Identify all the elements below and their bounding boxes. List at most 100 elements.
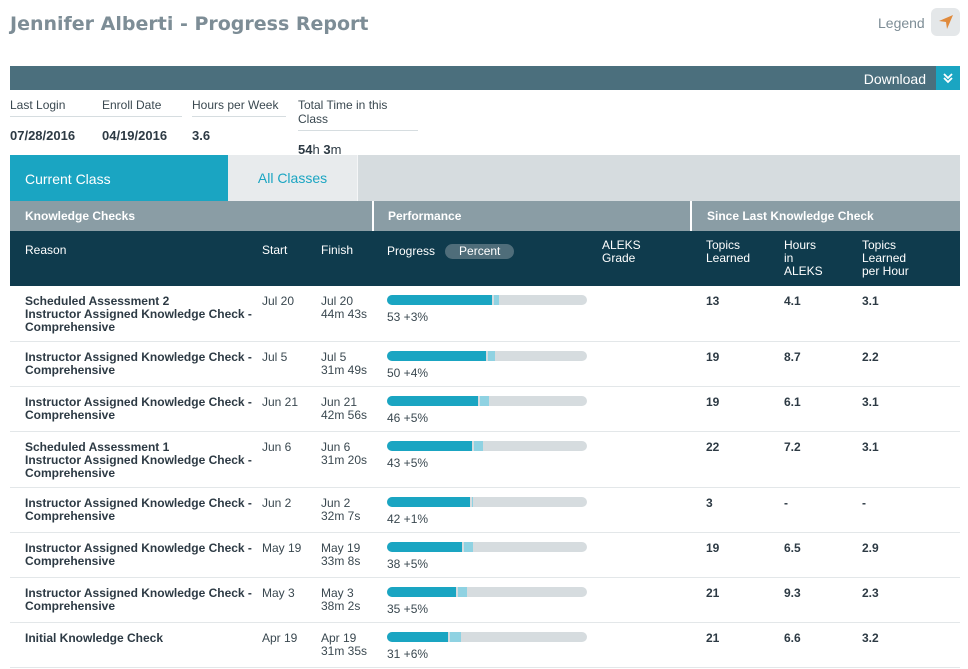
row-reason: Instructor Assigned Knowledge Check - Co… bbox=[25, 350, 252, 377]
progress-percent: 38 +5% bbox=[387, 557, 429, 571]
row-finish-date: Jun 6 bbox=[321, 440, 351, 454]
enroll-date-value: 04/19/2016 bbox=[102, 128, 168, 143]
group-performance: Performance bbox=[388, 209, 462, 223]
row-reason: Instructor Assigned Knowledge Check - Co… bbox=[25, 395, 252, 422]
row-finish-time: 42m 56s bbox=[321, 408, 368, 422]
progress-bar bbox=[387, 542, 587, 552]
download-button[interactable] bbox=[936, 66, 960, 90]
row-reason: Scheduled Assessment 2 Instructor Assign… bbox=[25, 294, 252, 334]
row-topics-learned: 3 bbox=[706, 496, 713, 510]
row-finish-time: 33m 8s bbox=[321, 554, 361, 568]
row-topics-learned: 19 bbox=[706, 395, 720, 409]
col-hours-in-aleks[interactable]: Hours in ALEKS bbox=[784, 238, 823, 278]
group-since-last-check: Since Last Knowledge Check bbox=[707, 209, 874, 223]
row-start: Jun 6 bbox=[262, 440, 292, 454]
progress-bar-gain bbox=[474, 441, 483, 451]
last-login-label: Last Login bbox=[10, 98, 110, 117]
row-finish-time: 31m 49s bbox=[321, 363, 368, 377]
row-topics-learned: 19 bbox=[706, 350, 720, 364]
row-finish-date: Apr 19 bbox=[321, 631, 357, 645]
col-topics-learned[interactable]: Topics Learned bbox=[706, 238, 751, 265]
progress-bar-gain bbox=[464, 542, 473, 552]
stat-total-time: Total Time in this Class 54h 3m bbox=[298, 98, 418, 157]
row-start: Jul 20 bbox=[262, 294, 295, 308]
col-reason[interactable]: Reason bbox=[25, 243, 67, 257]
last-login-value: 07/28/2016 bbox=[10, 128, 76, 143]
progress-bar-base bbox=[387, 632, 448, 642]
table-row[interactable]: Instructor Assigned Knowledge Check - Co… bbox=[10, 488, 960, 533]
progress-bar bbox=[387, 396, 587, 406]
col-progress: Progress Percent bbox=[387, 244, 515, 259]
progress-bar bbox=[387, 632, 587, 642]
row-finish-date: Jun 2 bbox=[321, 496, 351, 510]
row-hours-in-aleks: 6.6 bbox=[784, 631, 801, 645]
row-hours-in-aleks: 6.5 bbox=[784, 541, 801, 555]
table-row[interactable]: Instructor Assigned Knowledge Check - Co… bbox=[10, 578, 960, 623]
row-topics-per-hour: - bbox=[862, 496, 866, 510]
progress-bar-gain bbox=[472, 497, 473, 507]
progress-percent: 42 +1% bbox=[387, 512, 429, 526]
tab-current-class[interactable]: Current Class bbox=[10, 155, 228, 201]
double-chevron-down-icon bbox=[943, 73, 953, 84]
row-finish-time: 32m 7s bbox=[321, 509, 361, 523]
col-finish[interactable]: Finish bbox=[321, 243, 354, 257]
progress-bar-base bbox=[387, 396, 478, 406]
table-row[interactable]: Instructor Assigned Knowledge Check - Co… bbox=[10, 342, 960, 387]
row-finish-date: Jun 21 bbox=[321, 395, 358, 409]
progress-percent: 31 +6% bbox=[387, 647, 429, 661]
row-finish-time: 38m 2s bbox=[321, 599, 361, 613]
hours-per-week-label: Hours per Week bbox=[192, 98, 286, 117]
table-row[interactable]: Instructor Assigned Knowledge Check - Co… bbox=[10, 533, 960, 578]
row-reason: Scheduled Assessment 1 Instructor Assign… bbox=[25, 440, 252, 480]
total-time-value: 54h 3m bbox=[298, 142, 342, 157]
table-row[interactable]: Instructor Assigned Knowledge Check - Co… bbox=[10, 387, 960, 432]
row-reason: Initial Knowledge Check bbox=[25, 631, 164, 645]
row-finish-time: 31m 20s bbox=[321, 453, 368, 467]
legend-button[interactable] bbox=[931, 8, 960, 36]
row-hours-in-aleks: 9.3 bbox=[784, 586, 801, 600]
row-start: Jun 2 bbox=[262, 496, 292, 510]
row-finish-date: Jul 20 bbox=[321, 294, 354, 308]
row-topics-learned: 19 bbox=[706, 541, 720, 555]
row-reason: Instructor Assigned Knowledge Check - Co… bbox=[25, 496, 252, 523]
table-row[interactable]: Initial Knowledge Check Apr 19 Apr 19 31m 3… bbox=[10, 623, 960, 668]
row-start: May 19 bbox=[262, 541, 302, 555]
progress-bar-base bbox=[387, 351, 486, 361]
group-divider bbox=[372, 201, 374, 231]
legend-label[interactable]: Legend bbox=[878, 15, 925, 31]
enroll-date-label: Enroll Date bbox=[102, 98, 182, 117]
progress-percent: 46 +5% bbox=[387, 411, 429, 425]
group-knowledge-checks: Knowledge Checks bbox=[25, 209, 136, 223]
col-topics-per-hour[interactable]: Topics Learned per Hour bbox=[862, 238, 909, 278]
row-finish-date: May 19 bbox=[321, 541, 361, 555]
row-topics-learned: 21 bbox=[706, 631, 720, 645]
progress-bar bbox=[387, 497, 587, 507]
progress-bar-gain bbox=[458, 587, 467, 597]
download-label[interactable]: Download bbox=[863, 71, 926, 87]
row-reason: Instructor Assigned Knowledge Check - Co… bbox=[25, 541, 252, 568]
row-topics-learned: 21 bbox=[706, 586, 720, 600]
table-row[interactable]: Scheduled Assessment 2 Instructor Assign… bbox=[10, 286, 960, 342]
row-finish-date: May 3 bbox=[321, 586, 354, 600]
row-finish-time: 44m 43s bbox=[321, 307, 368, 321]
stat-last-login: Last Login 07/28/2016 bbox=[10, 98, 110, 143]
row-topics-learned: 22 bbox=[706, 440, 720, 454]
progress-bar bbox=[387, 295, 587, 305]
total-time-label: Total Time in this Class bbox=[298, 98, 418, 131]
stat-enroll-date: Enroll Date 04/19/2016 bbox=[102, 98, 182, 143]
row-topics-per-hour: 2.2 bbox=[862, 350, 879, 364]
column-group-header: Knowledge Checks Performance Since Last … bbox=[10, 201, 960, 231]
col-aleks-grade[interactable]: ALEKS Grade bbox=[602, 238, 641, 265]
row-topics-per-hour: 2.3 bbox=[862, 586, 879, 600]
download-bar: Download bbox=[10, 66, 960, 90]
table-row[interactable]: Scheduled Assessment 1 Instructor Assign… bbox=[10, 432, 960, 488]
group-divider bbox=[690, 201, 692, 231]
row-topics-per-hour: 3.1 bbox=[862, 294, 879, 308]
progress-bar bbox=[387, 351, 587, 361]
row-topics-per-hour: 3.1 bbox=[862, 440, 879, 454]
row-hours-in-aleks: 8.7 bbox=[784, 350, 801, 364]
tab-all-classes[interactable]: All Classes bbox=[228, 155, 358, 201]
percent-toggle[interactable]: Percent bbox=[445, 244, 515, 259]
navigation-arrow-icon bbox=[938, 15, 953, 29]
col-start[interactable]: Start bbox=[262, 243, 288, 257]
